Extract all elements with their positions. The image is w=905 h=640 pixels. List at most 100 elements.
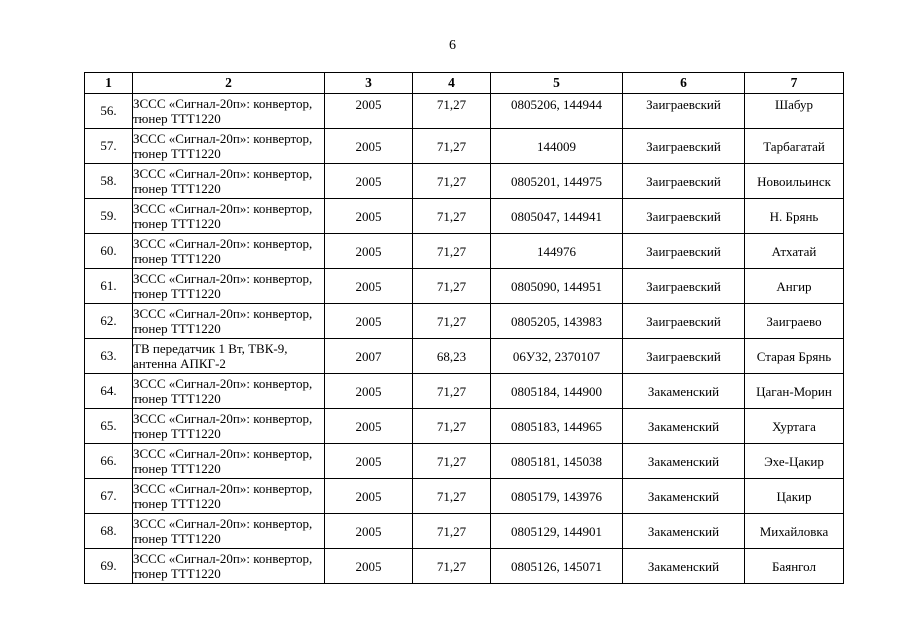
table-header-row: 1 2 3 4 5 6 7	[84, 72, 844, 94]
row-settlement: Эхе-Цакир	[744, 443, 844, 479]
row-district: Заиграевский	[622, 303, 745, 339]
column-header-5: 5	[490, 72, 623, 94]
row-district: Закаменский	[622, 478, 745, 514]
row-number: 62.	[84, 303, 133, 339]
row-description: ЗССС «Сигнал-20п»: конвертор, тюнер ТТТ1…	[132, 513, 325, 549]
row-settlement: Цаган-Морин	[744, 373, 844, 409]
column-header-1: 1	[84, 72, 133, 94]
row-description: ЗССС «Сигнал-20п»: конвертор, тюнер ТТТ1…	[132, 233, 325, 269]
row-district: Заиграевский	[622, 338, 745, 374]
row-codes: 0805090, 144951	[490, 268, 623, 304]
row-district: Закаменский	[622, 408, 745, 444]
row-codes: 144976	[490, 233, 623, 269]
row-cost: 71,27	[412, 513, 491, 549]
table-row: 63. ТВ передатчик 1 Вт, ТВК-9, антенна АП…	[84, 338, 844, 374]
row-description: ЗССС «Сигнал-20п»: конвертор, тюнер ТТТ1…	[132, 443, 325, 479]
row-district: Закаменский	[622, 548, 745, 584]
row-cost: 71,27	[412, 478, 491, 514]
row-cost: 71,27	[412, 408, 491, 444]
row-number: 61.	[84, 268, 133, 304]
table-row: 64. ЗССС «Сигнал-20п»: конвертор, тюнер Т…	[84, 373, 844, 409]
row-cost: 71,27	[412, 443, 491, 479]
row-cost: 71,27	[412, 233, 491, 269]
row-year: 2005	[324, 443, 413, 479]
row-number: 58.	[84, 163, 133, 199]
row-description: ЗССС «Сигнал-20п»: конвертор, тюнер ТТТ1…	[132, 303, 325, 339]
row-cost: 71,27	[412, 93, 491, 129]
row-year: 2005	[324, 408, 413, 444]
row-codes: 0805126, 145071	[490, 548, 623, 584]
row-district: Заиграевский	[622, 128, 745, 164]
row-cost: 71,27	[412, 303, 491, 339]
row-district: Заиграевский	[622, 268, 745, 304]
row-codes: 0805184, 144900	[490, 373, 623, 409]
row-codes: 0805129, 144901	[490, 513, 623, 549]
row-number: 66.	[84, 443, 133, 479]
row-settlement: Цакир	[744, 478, 844, 514]
row-codes: 0805183, 144965	[490, 408, 623, 444]
row-cost: 71,27	[412, 548, 491, 584]
column-header-7: 7	[744, 72, 844, 94]
row-district: Заиграевский	[622, 93, 745, 129]
row-number: 57.	[84, 128, 133, 164]
row-cost: 71,27	[412, 163, 491, 199]
row-description: ЗССС «Сигнал-20п»: конвертор, тюнер ТТТ1…	[132, 548, 325, 584]
equipment-table-container: 1 2 3 4 5 6 7 56. ЗССС «Сигнал-20п»: конв…	[84, 72, 844, 584]
row-settlement: Хуртага	[744, 408, 844, 444]
row-year: 2005	[324, 163, 413, 199]
table-row: 68. ЗССС «Сигнал-20п»: конвертор, тюнер Т…	[84, 513, 844, 549]
table-row: 65. ЗССС «Сигнал-20п»: конвертор, тюнер Т…	[84, 408, 844, 444]
table-header: 1 2 3 4 5 6 7	[84, 72, 844, 94]
column-header-6: 6	[622, 72, 745, 94]
row-description: ЗССС «Сигнал-20п»: конвертор, тюнер ТТТ1…	[132, 373, 325, 409]
row-year: 2005	[324, 198, 413, 234]
row-settlement: Ангир	[744, 268, 844, 304]
row-settlement: Шабур	[744, 93, 844, 129]
column-header-2: 2	[132, 72, 325, 94]
row-district: Закаменский	[622, 513, 745, 549]
table-row: 62. ЗССС «Сигнал-20п»: конвертор, тюнер Т…	[84, 303, 844, 339]
table-row: 69. ЗССС «Сигнал-20п»: конвертор, тюнер Т…	[84, 548, 844, 584]
row-number: 65.	[84, 408, 133, 444]
row-number: 69.	[84, 548, 133, 584]
table-body: 56. ЗССС «Сигнал-20п»: конвертор, тюнер Т…	[84, 93, 844, 584]
row-year: 2005	[324, 233, 413, 269]
row-district: Закаменский	[622, 373, 745, 409]
row-year: 2005	[324, 373, 413, 409]
row-description: ЗССС «Сигнал-20п»: конвертор, тюнер ТТТ1…	[132, 128, 325, 164]
row-year: 2005	[324, 548, 413, 584]
row-number: 56.	[84, 93, 133, 129]
row-description: ЗССС «Сигнал-20п»: конвертор, тюнер ТТТ1…	[132, 268, 325, 304]
row-year: 2005	[324, 128, 413, 164]
row-district: Закаменский	[622, 443, 745, 479]
table-row: 66. ЗССС «Сигнал-20п»: конвертор, тюнер Т…	[84, 443, 844, 479]
row-district: Заиграевский	[622, 233, 745, 269]
row-codes: 0805205, 143983	[490, 303, 623, 339]
table-row: 61. ЗССС «Сигнал-20п»: конвертор, тюнер Т…	[84, 268, 844, 304]
row-settlement: Старая Брянь	[744, 338, 844, 374]
row-year: 2005	[324, 513, 413, 549]
row-description: ЗССС «Сигнал-20п»: конвертор, тюнер ТТТ1…	[132, 93, 325, 129]
row-codes: 0805201, 144975	[490, 163, 623, 199]
row-settlement: Михайловка	[744, 513, 844, 549]
column-header-4: 4	[412, 72, 491, 94]
table-row: 60. ЗССС «Сигнал-20п»: конвертор, тюнер Т…	[84, 233, 844, 269]
row-cost: 71,27	[412, 268, 491, 304]
row-codes: 0805179, 143976	[490, 478, 623, 514]
row-cost: 71,27	[412, 128, 491, 164]
table-row: 56. ЗССС «Сигнал-20п»: конвертор, тюнер Т…	[84, 93, 844, 129]
row-number: 63.	[84, 338, 133, 374]
row-description: ТВ передатчик 1 Вт, ТВК-9, антенна АПКГ-…	[132, 338, 325, 374]
table-row: 58. ЗССС «Сигнал-20п»: конвертор, тюнер Т…	[84, 163, 844, 199]
row-year: 2007	[324, 338, 413, 374]
row-year: 2005	[324, 478, 413, 514]
row-number: 60.	[84, 233, 133, 269]
row-description: ЗССС «Сигнал-20п»: конвертор, тюнер ТТТ1…	[132, 478, 325, 514]
column-header-3: 3	[324, 72, 413, 94]
row-settlement: Тарбагатай	[744, 128, 844, 164]
row-codes: 144009	[490, 128, 623, 164]
row-codes: 0805206, 144944	[490, 93, 623, 129]
row-cost: 71,27	[412, 198, 491, 234]
table-row: 57. ЗССС «Сигнал-20п»: конвертор, тюнер Т…	[84, 128, 844, 164]
